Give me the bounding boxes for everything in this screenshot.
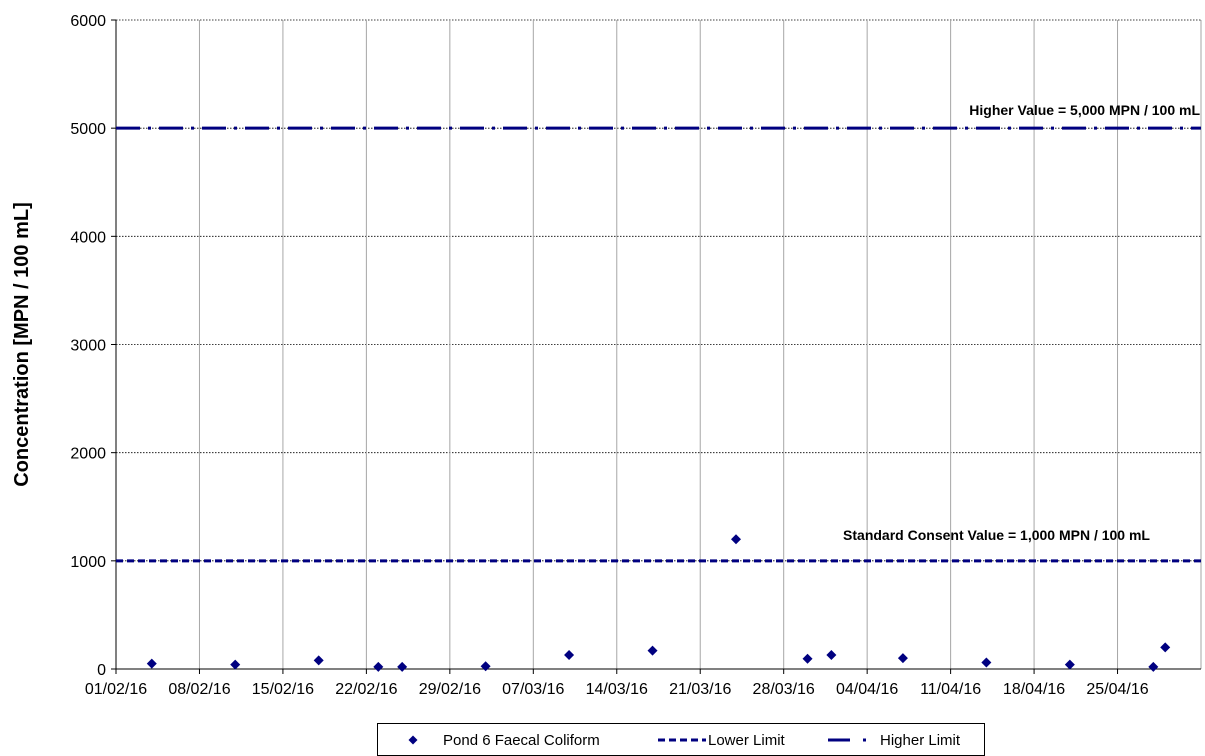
- x-tick-label: 22/02/16: [335, 681, 397, 698]
- legend-marker-dashdot: [863, 738, 866, 742]
- data-point: [897, 653, 908, 664]
- x-tick-label: 18/04/16: [1003, 681, 1065, 698]
- y-tick-label: 0: [97, 662, 106, 679]
- data-point: [1064, 659, 1075, 670]
- legend-label: Higher Limit: [880, 732, 961, 749]
- data-point: [826, 649, 837, 660]
- data-point: [230, 659, 241, 670]
- y-tick-label: 2000: [70, 446, 106, 463]
- y-tick-label: 1000: [70, 554, 106, 571]
- x-tick-label: 25/04/16: [1086, 681, 1148, 698]
- x-tick-label: 11/04/16: [920, 681, 981, 698]
- x-tick-label: 28/03/16: [753, 681, 815, 698]
- y-tick-label: 4000: [70, 229, 106, 246]
- x-tick-label: 04/04/16: [836, 681, 898, 698]
- lower-limit-annotation: Standard Consent Value = 1,000 MPN / 100…: [843, 527, 1150, 543]
- data-point: [146, 658, 157, 669]
- x-tick-label: 08/02/16: [168, 681, 230, 698]
- data-point: [1148, 661, 1159, 672]
- data-point: [1160, 642, 1171, 653]
- legend-marker-diamond: [408, 735, 418, 745]
- tick-labels: 0 1000 2000 3000 4000 5000 6000 01/02/16 08/02/1…: [70, 13, 1200, 698]
- x-tick-label: 29/02/16: [419, 681, 481, 698]
- x-tick-label: 21/03/16: [669, 681, 731, 698]
- higher-limit-annotation: Higher Value = 5,000 MPN / 100 mL: [969, 102, 1200, 118]
- legend-label: Lower Limit: [708, 732, 786, 749]
- x-tick-label: 14/03/16: [586, 681, 648, 698]
- data-point: [564, 649, 575, 660]
- data-point: [802, 653, 813, 664]
- y-axis-title: Concentration [MPN / 100 mL]: [11, 202, 33, 486]
- x-tick-label: 07/03/16: [502, 681, 564, 698]
- y-tick-label: 6000: [70, 13, 106, 30]
- y-tick-label: 5000: [70, 121, 106, 138]
- legend: Pond 6 Faecal Coliform Lower Limit Higher …: [377, 723, 985, 756]
- data-point: [647, 645, 658, 656]
- legend-label: Pond 6 Faecal Coliform: [443, 732, 600, 749]
- data-point: [373, 661, 384, 672]
- x-tick-label: 01/02/16: [85, 681, 147, 698]
- data-point: [731, 534, 741, 545]
- y-tick-label: 3000: [70, 338, 106, 355]
- data-point: [480, 661, 491, 672]
- data-point: [397, 661, 408, 672]
- limit-lines: [116, 126, 1201, 563]
- data-points: [146, 534, 1171, 672]
- x-tick-label: 15/02/16: [252, 681, 314, 698]
- data-point: [313, 655, 324, 666]
- data-point: [981, 657, 992, 668]
